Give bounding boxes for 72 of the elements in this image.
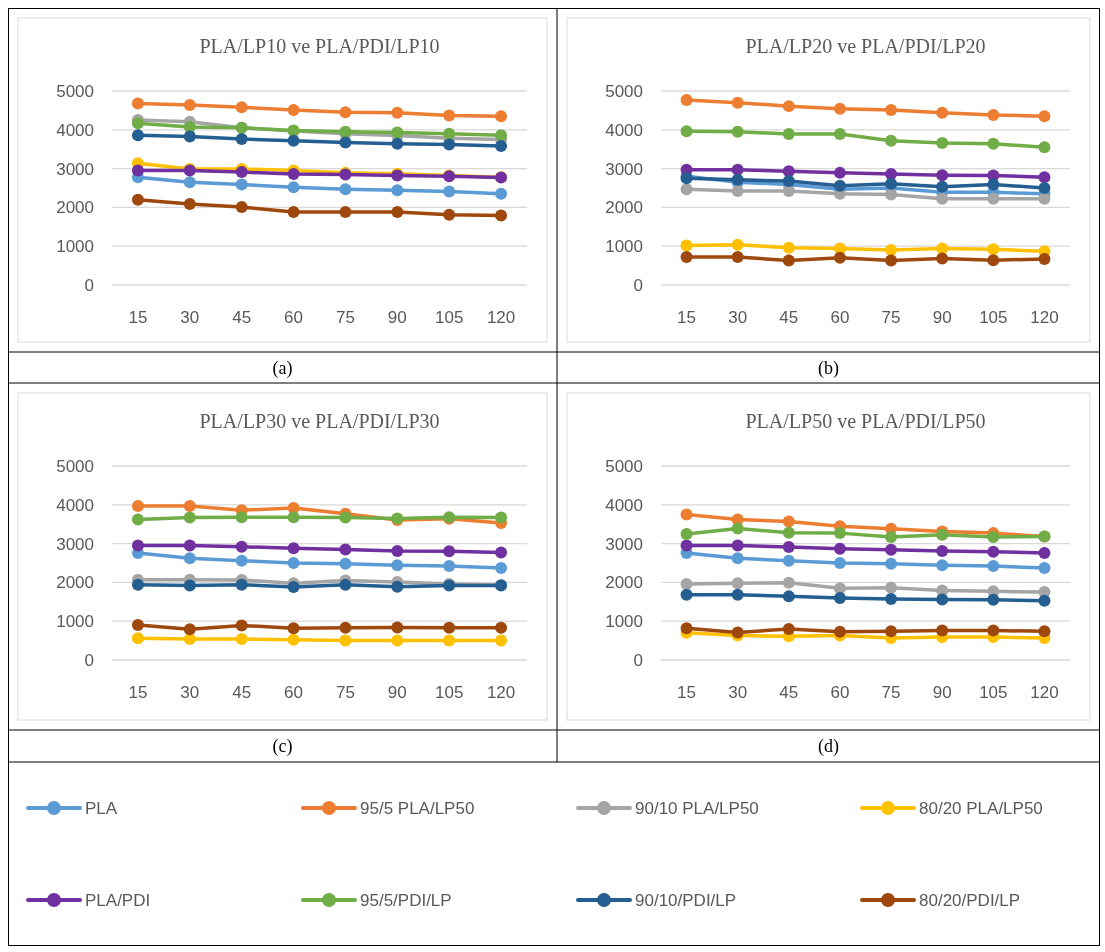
- x-tick-label: 120: [1030, 308, 1059, 327]
- x-tick-label: 120: [486, 683, 516, 702]
- x-tick-label: 60: [284, 683, 304, 702]
- x-tick-label: 15: [128, 308, 148, 327]
- x-tick-label: 45: [232, 308, 252, 327]
- y-tick-label: 5000: [605, 456, 643, 476]
- y-tick-label: 3000: [605, 534, 643, 554]
- y-tick-label: 2000: [605, 198, 643, 218]
- text: (d): [818, 736, 839, 757]
- legend-label: 90/10/PDI/LP: [635, 890, 737, 910]
- chart-title: PLA/LP20 ve PLA/PDI/LP20: [745, 35, 986, 57]
- x-tick-label: 15: [128, 683, 148, 702]
- y-tick-label: 3000: [56, 534, 94, 554]
- x-tick-label: 105: [979, 308, 1008, 327]
- x-tick-label: 60: [830, 308, 850, 327]
- y-tick-label: 3000: [56, 159, 94, 179]
- y-tick-label: 4000: [605, 495, 643, 515]
- y-tick-label: 0: [84, 275, 94, 295]
- y-tick-label: 1000: [56, 612, 94, 632]
- y-tick-label: 1000: [605, 237, 643, 257]
- y-tick-label: 2000: [56, 198, 94, 218]
- x-tick-label: 75: [335, 308, 355, 327]
- text: (b): [818, 358, 839, 379]
- legend-label: 80/20/PDI/LP: [919, 890, 1021, 910]
- x-tick-label: 90: [932, 308, 952, 327]
- y-tick-label: 0: [633, 650, 643, 670]
- x-tick-label: 30: [728, 683, 748, 702]
- x-tick-label: 30: [728, 308, 748, 327]
- legend-label: 80/20 PLA/LP50: [919, 798, 1043, 818]
- x-tick-label: 30: [180, 683, 200, 702]
- text: (a): [272, 358, 293, 379]
- x-tick-label: 75: [881, 683, 901, 702]
- x-tick-label: 60: [830, 683, 850, 702]
- y-tick-label: 1000: [605, 612, 643, 632]
- x-tick-label: 30: [180, 308, 200, 327]
- x-tick-label: 105: [435, 308, 464, 327]
- legend-label: 90/10 PLA/LP50: [635, 798, 759, 818]
- y-tick-label: 5000: [605, 81, 643, 101]
- y-tick-label: 5000: [56, 81, 94, 101]
- x-tick-label: 15: [677, 683, 697, 702]
- x-tick-label: 45: [232, 683, 252, 702]
- x-tick-label: 105: [979, 683, 1008, 702]
- chart-title: PLA/LP30 ve PLA/PDI/LP30: [199, 410, 440, 432]
- x-tick-label: 45: [779, 308, 799, 327]
- x-tick-label: 60: [284, 308, 304, 327]
- x-tick-label: 120: [1030, 683, 1059, 702]
- x-tick-label: 90: [932, 683, 952, 702]
- y-tick-label: 2000: [56, 573, 94, 593]
- x-tick-label: 75: [335, 683, 355, 702]
- x-tick-label: 120: [486, 308, 516, 327]
- legend-label: 95/5 PLA/LP50: [360, 798, 475, 818]
- legend-label: PLA: [85, 798, 118, 818]
- x-tick-label: 90: [387, 308, 407, 327]
- y-tick-label: 4000: [605, 120, 643, 140]
- y-tick-label: 2000: [605, 573, 643, 593]
- text: (c): [272, 736, 293, 757]
- y-tick-label: 0: [633, 275, 643, 295]
- y-tick-label: 4000: [56, 120, 94, 140]
- x-tick-label: 90: [387, 683, 407, 702]
- x-tick-label: 15: [677, 308, 697, 327]
- y-tick-label: 3000: [605, 159, 643, 179]
- x-tick-label: 75: [881, 308, 901, 327]
- y-tick-label: 4000: [56, 495, 94, 515]
- legend-label: PLA/PDI: [85, 890, 151, 910]
- x-tick-label: 105: [435, 683, 464, 702]
- x-tick-label: 45: [779, 683, 799, 702]
- y-tick-label: 1000: [56, 237, 94, 257]
- y-tick-label: 0: [84, 650, 94, 670]
- chart-title: PLA/LP10 ve PLA/PDI/LP10: [199, 35, 440, 57]
- chart-title: PLA/LP50 ve PLA/PDI/LP50: [745, 410, 986, 432]
- y-tick-label: 5000: [56, 456, 94, 476]
- legend-label: 95/5/PDI/LP: [360, 890, 452, 910]
